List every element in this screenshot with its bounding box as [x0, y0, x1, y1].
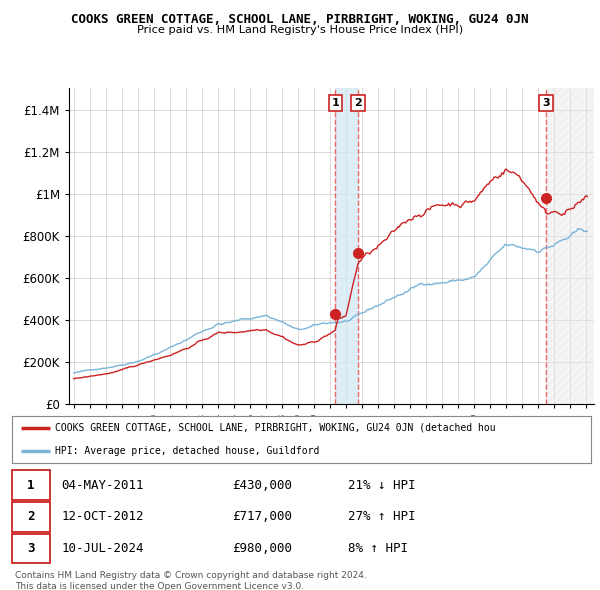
FancyBboxPatch shape [12, 534, 50, 563]
Text: 3: 3 [27, 542, 35, 555]
Text: 27% ↑ HPI: 27% ↑ HPI [348, 510, 415, 523]
Text: £430,000: £430,000 [232, 478, 292, 491]
Text: 04-MAY-2011: 04-MAY-2011 [61, 478, 144, 491]
Text: Contains HM Land Registry data © Crown copyright and database right 2024.
This d: Contains HM Land Registry data © Crown c… [15, 571, 367, 590]
Text: 2: 2 [27, 510, 35, 523]
Text: 1: 1 [27, 478, 35, 491]
Text: £980,000: £980,000 [232, 542, 292, 555]
Text: 12-OCT-2012: 12-OCT-2012 [61, 510, 144, 523]
FancyBboxPatch shape [12, 470, 50, 500]
Text: 10-JUL-2024: 10-JUL-2024 [61, 542, 144, 555]
Text: 21% ↓ HPI: 21% ↓ HPI [348, 478, 415, 491]
Text: COOKS GREEN COTTAGE, SCHOOL LANE, PIRBRIGHT, WOKING, GU24 0JN: COOKS GREEN COTTAGE, SCHOOL LANE, PIRBRI… [71, 13, 529, 26]
Bar [546, 88, 600, 404]
Bar [335, 88, 358, 404]
Text: Price paid vs. HM Land Registry's House Price Index (HPI): Price paid vs. HM Land Registry's House … [137, 25, 463, 35]
Text: 2: 2 [354, 98, 362, 108]
Text: £717,000: £717,000 [232, 510, 292, 523]
Text: 3: 3 [542, 98, 550, 108]
FancyBboxPatch shape [12, 502, 50, 532]
Text: 1: 1 [331, 98, 339, 108]
Text: 8% ↑ HPI: 8% ↑ HPI [348, 542, 408, 555]
Text: HPI: Average price, detached house, Guildford: HPI: Average price, detached house, Guil… [55, 447, 320, 456]
Text: COOKS GREEN COTTAGE, SCHOOL LANE, PIRBRIGHT, WOKING, GU24 0JN (detached hou: COOKS GREEN COTTAGE, SCHOOL LANE, PIRBRI… [55, 423, 496, 432]
